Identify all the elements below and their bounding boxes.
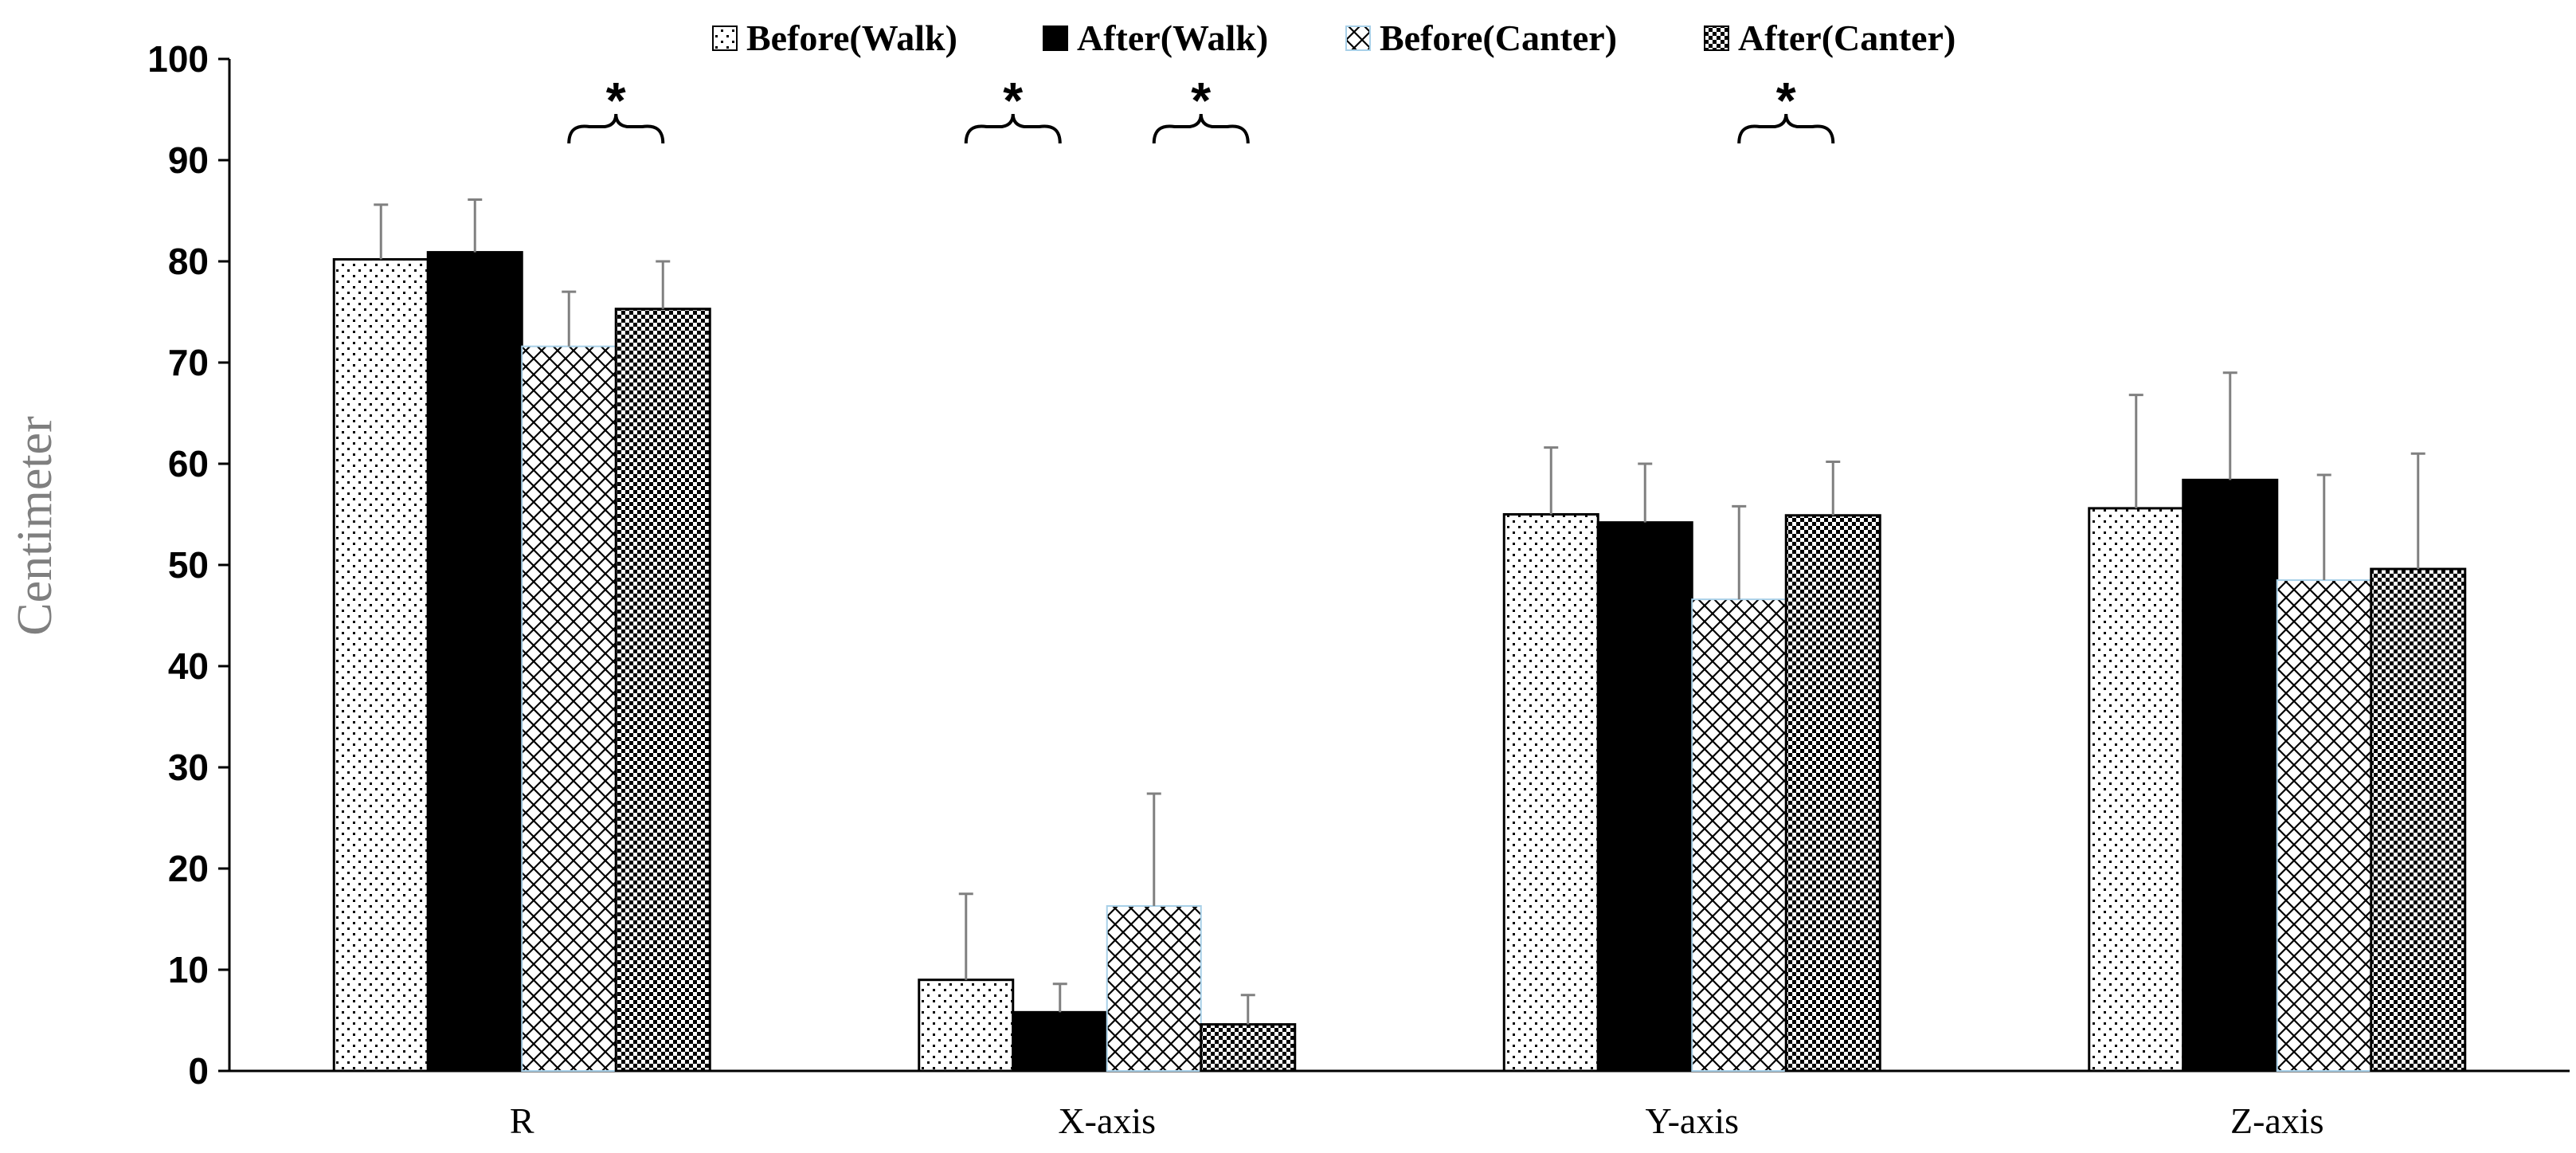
legend-label: Before(Walk) xyxy=(746,18,957,58)
legend-swatch xyxy=(1704,25,1729,51)
bar xyxy=(1784,514,1881,1073)
y-tick-label: 0 xyxy=(188,1050,209,1092)
bar xyxy=(1502,513,1599,1073)
y-tick-label: 70 xyxy=(168,342,209,383)
bar xyxy=(426,251,523,1073)
x-tick-label: R xyxy=(510,1100,534,1141)
significance-brace xyxy=(964,113,1062,144)
y-tick-label: 40 xyxy=(168,645,209,687)
bar xyxy=(2370,567,2467,1073)
legend: Before(Walk) After(Walk) Before(Canter) Aft… xyxy=(712,18,1955,58)
y-tick-label: 80 xyxy=(168,241,209,282)
y-tick-label: 90 xyxy=(168,139,209,181)
bar xyxy=(1106,904,1202,1072)
y-tick-label: 100 xyxy=(147,38,209,80)
x-tick-label: Y-axis xyxy=(1645,1100,1739,1141)
significance-brace xyxy=(1152,113,1250,144)
significance-star: * xyxy=(1191,72,1211,129)
significance-annotations: * * * * xyxy=(567,72,1835,144)
y-tick-label: 50 xyxy=(168,544,209,586)
legend-swatch xyxy=(1043,25,1068,51)
y-tick-label: 30 xyxy=(168,747,209,788)
bar xyxy=(1012,1010,1109,1073)
significance-brace xyxy=(1737,113,1835,144)
legend-swatch xyxy=(1345,25,1371,51)
bar xyxy=(2182,478,2279,1073)
legend-label: Before(Canter) xyxy=(1380,18,1617,58)
y-tick-label: 20 xyxy=(168,848,209,889)
legend-label: After(Walk) xyxy=(1077,18,1268,58)
x-tick-label: Z-axis xyxy=(2230,1100,2324,1141)
significance-star: * xyxy=(1776,72,1796,129)
significance-star: * xyxy=(1003,72,1023,129)
bar xyxy=(614,308,711,1073)
y-tick-label: 60 xyxy=(168,443,209,484)
bar xyxy=(1200,1023,1297,1073)
x-tick-label: X-axis xyxy=(1058,1100,1156,1141)
y-axis-title: Centimeter xyxy=(8,416,62,636)
bar xyxy=(332,257,429,1073)
bar xyxy=(918,978,1015,1073)
legend-swatch xyxy=(712,25,738,51)
bar xyxy=(2276,579,2372,1072)
bar xyxy=(521,345,617,1072)
bar xyxy=(1596,521,1693,1073)
bars-layer xyxy=(332,198,2467,1073)
legend-label: After(Canter) xyxy=(1738,18,1955,58)
y-tick-label: 10 xyxy=(168,949,209,990)
significance-star: * xyxy=(606,72,626,129)
bar xyxy=(1691,598,1787,1072)
bar xyxy=(2088,507,2185,1073)
significance-brace xyxy=(567,113,665,144)
